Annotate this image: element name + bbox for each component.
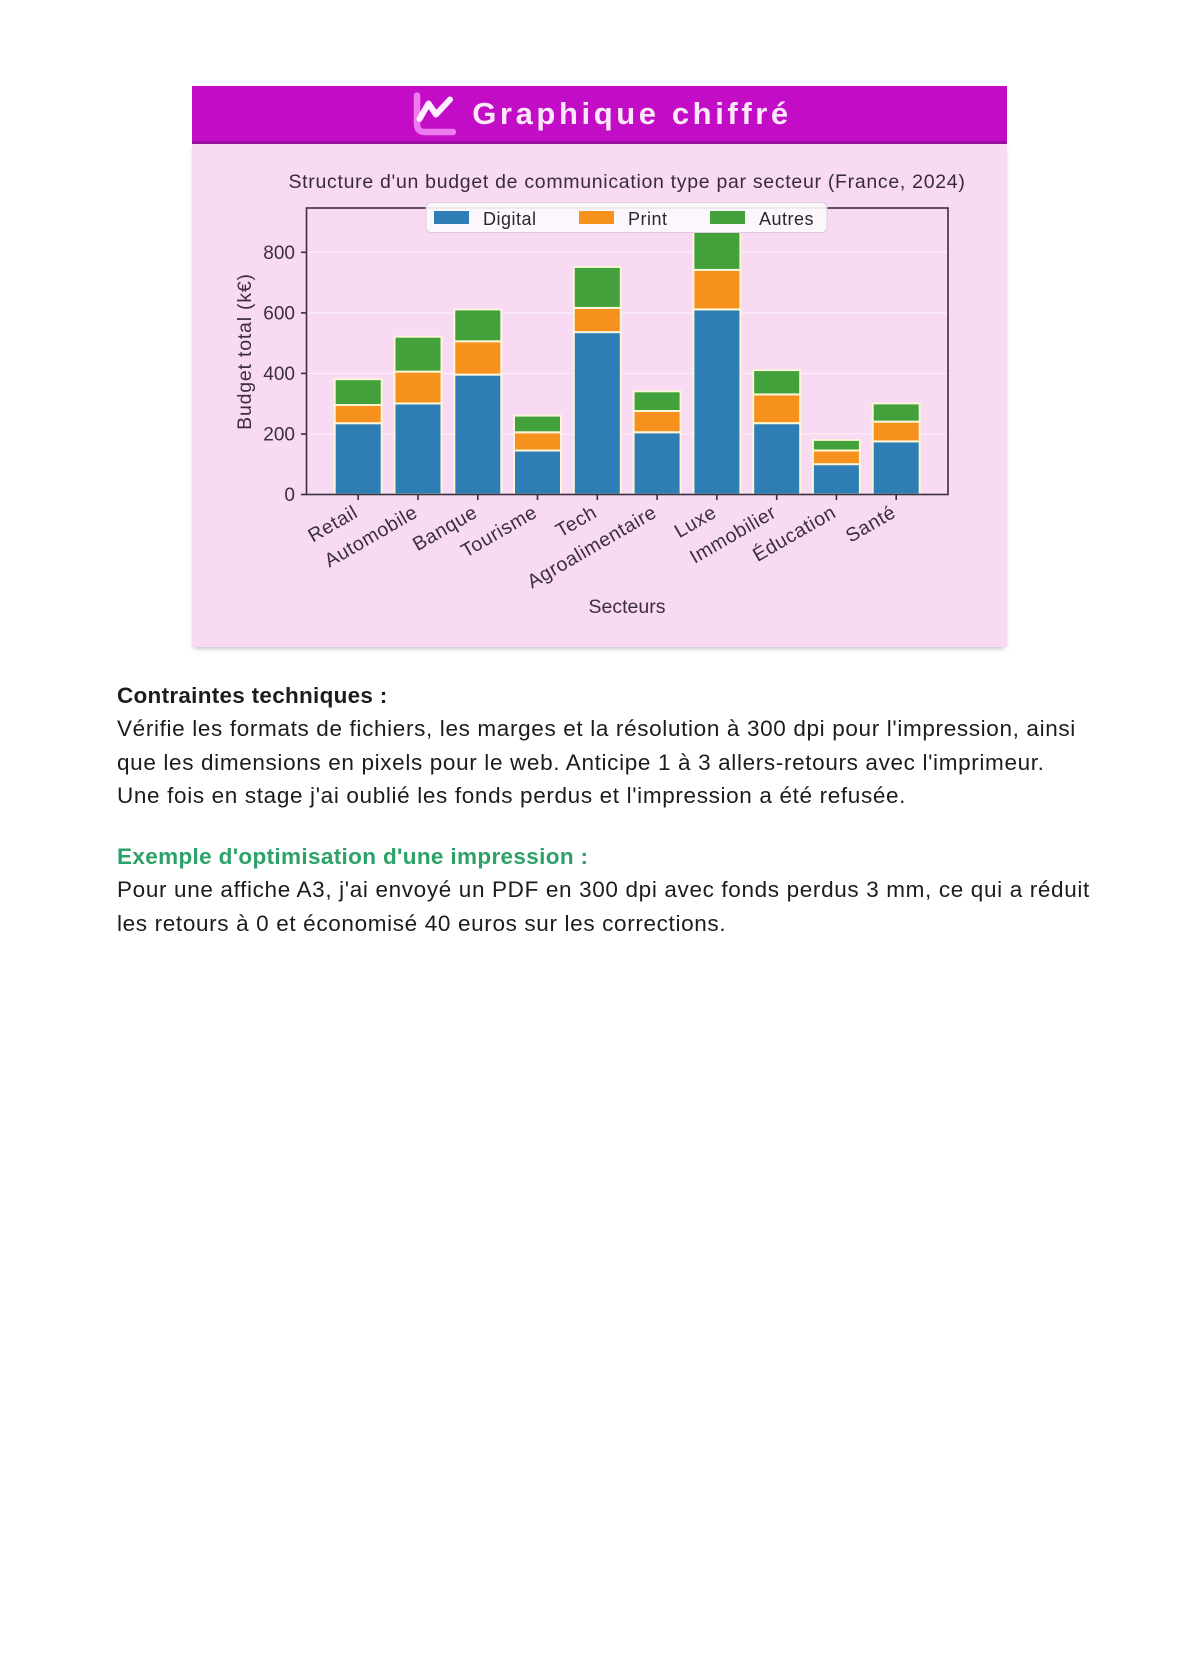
- svg-text:Print: Print: [628, 209, 668, 229]
- svg-text:Structure d'un budget de commu: Structure d'un budget de communication t…: [288, 171, 965, 193]
- svg-text:Budget total (k€): Budget total (k€): [234, 273, 256, 430]
- svg-text:600: 600: [263, 303, 295, 324]
- svg-text:Digital: Digital: [483, 209, 537, 229]
- svg-text:800: 800: [263, 243, 295, 264]
- svg-text:400: 400: [263, 364, 295, 385]
- svg-text:Secteurs: Secteurs: [589, 596, 666, 618]
- svg-text:0: 0: [284, 485, 295, 506]
- svg-text:Santé: Santé: [842, 501, 900, 547]
- svg-text:200: 200: [263, 425, 295, 446]
- svg-text:Autres: Autres: [759, 209, 814, 229]
